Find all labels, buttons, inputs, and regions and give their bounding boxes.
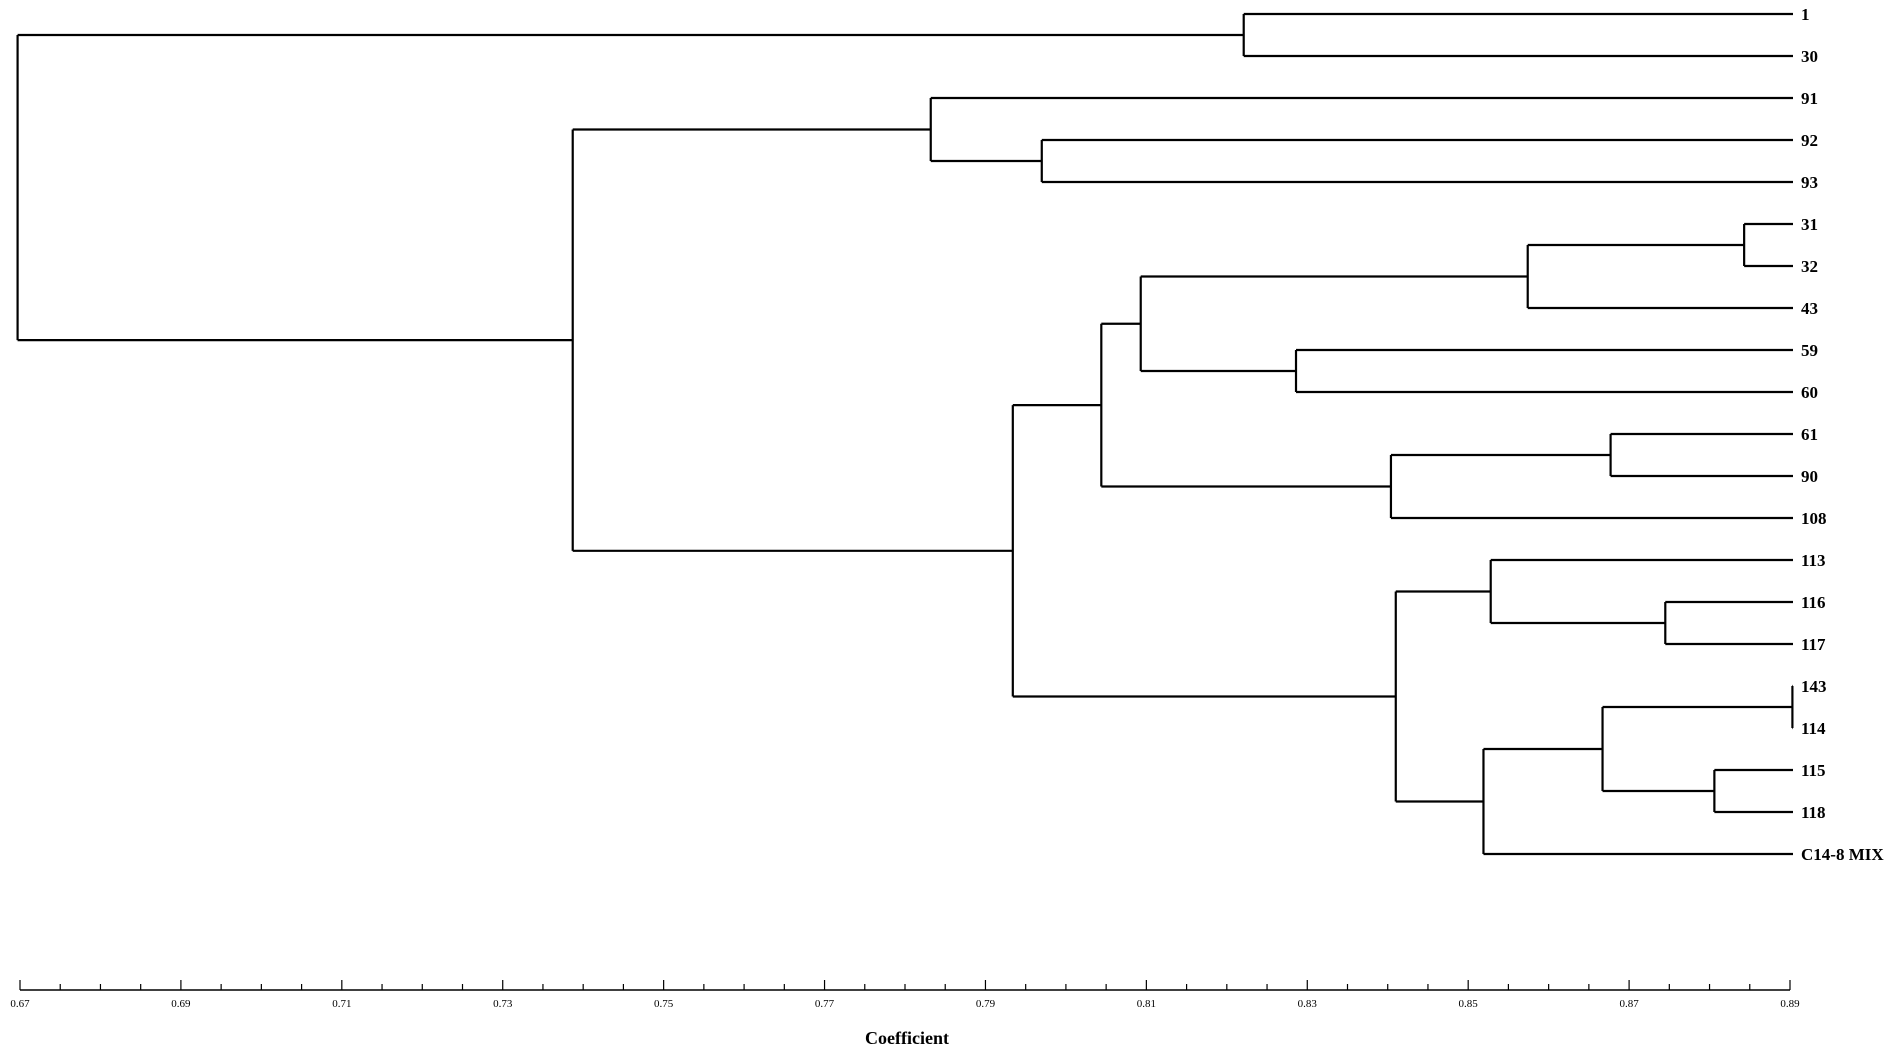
leaf-label-116: 116 xyxy=(1801,593,1826,612)
tick-label-0-73: 0.73 xyxy=(493,998,513,1010)
leaf-label-61: 61 xyxy=(1801,425,1818,444)
leaf-label-1: 1 xyxy=(1801,5,1810,24)
tick-label-0-85: 0.85 xyxy=(1459,998,1479,1010)
leaf-label-115: 115 xyxy=(1801,761,1826,780)
leaf-label-30: 30 xyxy=(1801,47,1818,66)
tick-label-0-83: 0.83 xyxy=(1298,998,1318,1010)
leaf-label-117: 117 xyxy=(1801,635,1826,654)
leaf-label-60: 60 xyxy=(1801,383,1818,402)
leaf-label-43: 43 xyxy=(1801,299,1818,318)
leaf-label-93: 93 xyxy=(1801,173,1818,192)
x-axis-ticks xyxy=(19,980,1791,990)
leaf-labels: 1 30 91 92 93 31 32 43 59 60 61 90 108 113 116 117 143 11… xyxy=(1801,5,1884,864)
tick-label-0-79: 0.79 xyxy=(976,998,996,1010)
dendrogram-branches xyxy=(16,12,1794,856)
leaf-label-c14-8-mix: C14-8 MIX xyxy=(1801,845,1884,864)
leaf-label-32: 32 xyxy=(1801,257,1818,276)
x-axis-title: Coefficient xyxy=(865,1028,949,1048)
leaf-label-113: 113 xyxy=(1801,551,1826,570)
leaf-label-90: 90 xyxy=(1801,467,1818,486)
leaf-label-31: 31 xyxy=(1801,215,1818,234)
tick-label-0-67: 0.67 xyxy=(10,998,30,1010)
leaf-label-59: 59 xyxy=(1801,341,1818,360)
tick-label-0-71: 0.71 xyxy=(332,998,351,1010)
leaf-label-118: 118 xyxy=(1801,803,1826,822)
leaf-label-114: 114 xyxy=(1801,719,1826,738)
tick-label-0-81: 0.81 xyxy=(1137,998,1156,1010)
tick-label-0-87: 0.87 xyxy=(1619,998,1639,1010)
x-axis: 0.67 0.69 0.71 0.73 0.75 0.77 0.79 0.81 0.83 0.85… xyxy=(10,980,1800,1048)
x-axis-tick-labels: 0.67 0.69 0.71 0.73 0.75 0.77 0.79 0.81 0.83 0.85… xyxy=(10,998,1800,1010)
tick-label-0-89: 0.89 xyxy=(1780,998,1800,1010)
leaf-label-91: 91 xyxy=(1801,89,1818,108)
tick-label-0-77: 0.77 xyxy=(815,998,835,1010)
leaf-label-143: 143 xyxy=(1801,677,1827,696)
leaf-label-108: 108 xyxy=(1801,509,1827,528)
tick-label-0-75: 0.75 xyxy=(654,998,674,1010)
tick-label-0-69: 0.69 xyxy=(171,998,191,1010)
leaf-label-92: 92 xyxy=(1801,131,1818,150)
